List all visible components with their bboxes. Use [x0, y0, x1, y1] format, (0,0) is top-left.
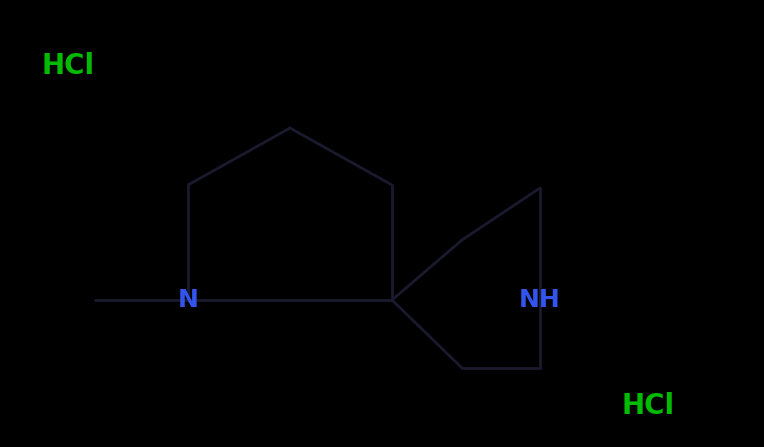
- Text: HCl: HCl: [622, 392, 675, 420]
- Text: HCl: HCl: [42, 52, 96, 80]
- Text: N: N: [177, 288, 199, 312]
- Text: NH: NH: [519, 288, 561, 312]
